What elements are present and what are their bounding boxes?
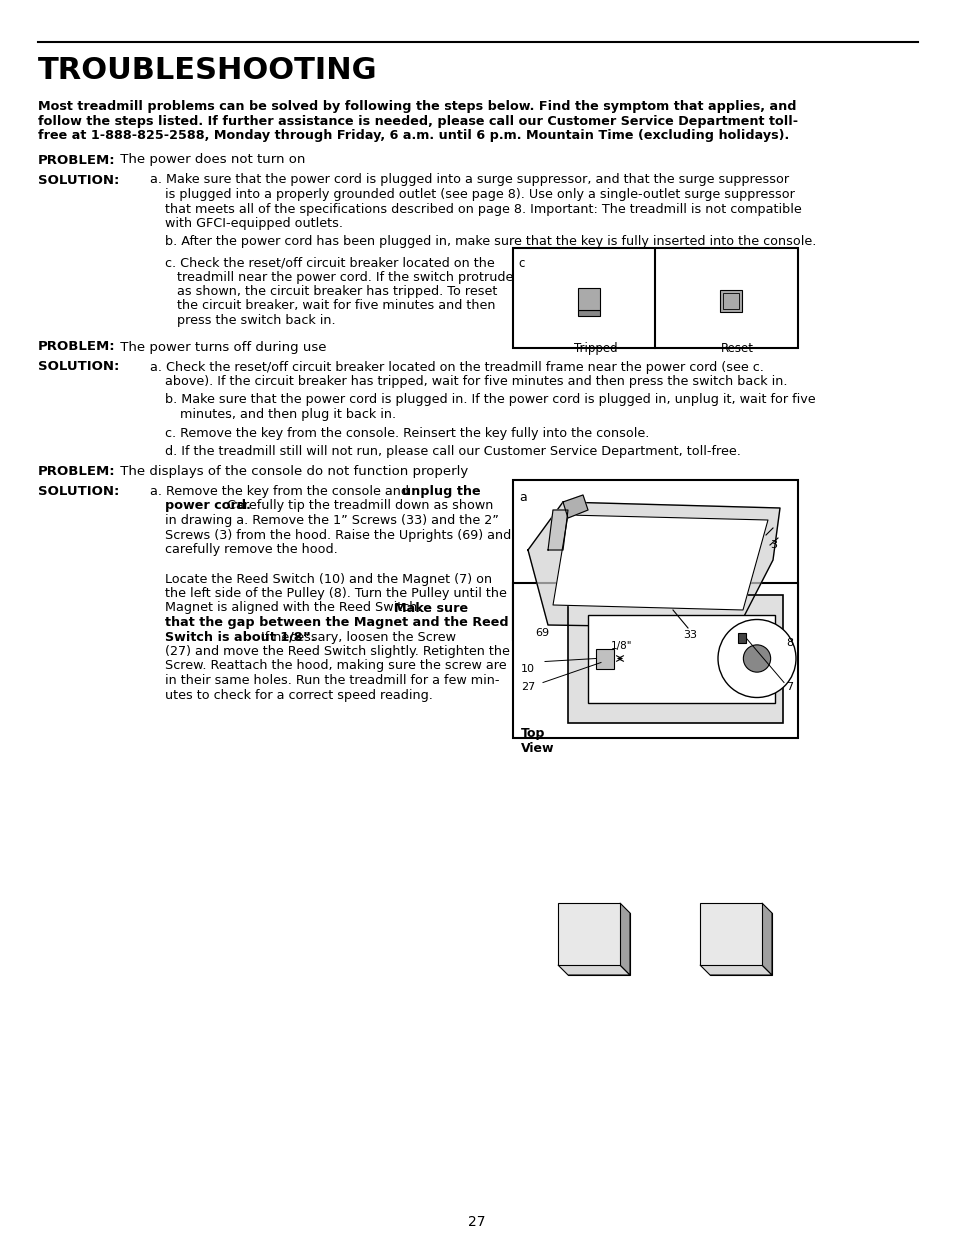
Text: 3: 3 [769, 540, 776, 550]
Text: Screws (3) from the hood. Raise the Uprights (69) and: Screws (3) from the hood. Raise the Upri… [165, 529, 511, 541]
Text: treadmill near the power cord. If the switch protrudes: treadmill near the power cord. If the sw… [165, 270, 519, 284]
Text: the left side of the Pulley (8). Turn the Pulley until the: the left side of the Pulley (8). Turn th… [165, 587, 506, 600]
Text: Reset: Reset [720, 342, 753, 354]
Text: b. After the power cord has been plugged in, make sure that the key is fully ins: b. After the power cord has been plugged… [165, 236, 816, 248]
Polygon shape [709, 913, 771, 974]
Text: PROBLEM:: PROBLEM: [38, 341, 115, 353]
Text: Locate the Reed Switch (10) and the Magnet (7) on: Locate the Reed Switch (10) and the Magn… [165, 573, 492, 585]
Text: Make sure: Make sure [394, 601, 468, 615]
Text: TROUBLESHOOTING: TROUBLESHOOTING [38, 56, 377, 85]
Bar [578, 310, 599, 316]
Bar [596, 648, 614, 668]
Text: If necessary, loosen the Screw: If necessary, loosen the Screw [256, 631, 456, 643]
Text: utes to check for a correct speed reading.: utes to check for a correct speed readin… [165, 688, 433, 701]
Bar [722, 293, 739, 309]
Text: SOLUTION:: SOLUTION: [38, 485, 119, 498]
Text: Tripped: Tripped [574, 342, 617, 354]
Text: that meets all of the specifications described on page 8. Important: The treadmi: that meets all of the specifications des… [165, 203, 801, 215]
Bar [567, 594, 782, 722]
Circle shape [742, 645, 770, 672]
Text: Carefully tip the treadmill down as shown: Carefully tip the treadmill down as show… [223, 499, 493, 513]
Polygon shape [562, 495, 587, 517]
Text: Switch is about 1/8”.: Switch is about 1/8”. [165, 631, 315, 643]
Text: as shown, the circuit breaker has tripped. To reset: as shown, the circuit breaker has trippe… [165, 285, 497, 298]
Text: a. Remove the key from the console and: a. Remove the key from the console and [150, 485, 413, 498]
Text: above). If the circuit breaker has tripped, wait for five minutes and then press: above). If the circuit breaker has tripp… [165, 375, 786, 388]
Text: The displays of the console do not function properly: The displays of the console do not funct… [116, 466, 468, 478]
Bar [720, 290, 741, 312]
Text: Top: Top [520, 727, 545, 741]
Polygon shape [553, 515, 767, 610]
Text: SOLUTION:: SOLUTION: [38, 173, 119, 186]
Text: 1/8": 1/8" [610, 641, 632, 651]
Text: 10: 10 [520, 664, 535, 674]
Text: is plugged into a properly grounded outlet (see page 8). Use only a single-outle: is plugged into a properly grounded outl… [165, 188, 794, 201]
Text: free at 1-888-825-2588, Monday through Friday, 6 a.m. until 6 p.m. Mountain Time: free at 1-888-825-2588, Monday through F… [38, 128, 788, 142]
Text: c. Remove the key from the console. Reinsert the key fully into the console.: c. Remove the key from the console. Rein… [165, 426, 649, 440]
Polygon shape [761, 903, 771, 974]
Text: SOLUTION:: SOLUTION: [38, 361, 119, 373]
Text: The power turns off during use: The power turns off during use [116, 341, 326, 353]
Polygon shape [567, 913, 629, 974]
Polygon shape [558, 903, 619, 965]
Polygon shape [527, 501, 780, 629]
Bar [513, 583, 797, 737]
Bar [513, 248, 797, 348]
Text: a. Check the reset/off circuit breaker located on the treadmill frame near the p: a. Check the reset/off circuit breaker l… [150, 361, 763, 373]
Text: 27: 27 [468, 1215, 485, 1229]
Bar [513, 480, 797, 640]
Text: 27: 27 [520, 683, 535, 693]
Text: View: View [520, 742, 554, 756]
Text: 33: 33 [682, 630, 697, 640]
Bar [578, 288, 599, 310]
Text: in drawing a. Remove the 1” Screws (33) and the 2”: in drawing a. Remove the 1” Screws (33) … [165, 514, 498, 527]
Text: Most treadmill problems can be solved by following the steps below. Find the sym: Most treadmill problems can be solved by… [38, 100, 796, 112]
Text: with GFCI-equipped outlets.: with GFCI-equipped outlets. [165, 217, 343, 230]
Circle shape [718, 620, 795, 698]
Text: carefully remove the hood.: carefully remove the hood. [165, 543, 337, 556]
Text: a: a [518, 492, 526, 504]
Text: unplug the: unplug the [401, 485, 480, 498]
Text: minutes, and then plug it back in.: minutes, and then plug it back in. [180, 408, 395, 421]
Bar [738, 634, 745, 643]
Polygon shape [700, 965, 771, 974]
Bar [587, 615, 774, 703]
Text: that the gap between the Magnet and the Reed: that the gap between the Magnet and the … [165, 616, 508, 629]
Text: c. Check the reset/off circuit breaker located on the: c. Check the reset/off circuit breaker l… [165, 256, 495, 269]
Text: The power does not turn on: The power does not turn on [116, 153, 305, 167]
Text: in their same holes. Run the treadmill for a few min-: in their same holes. Run the treadmill f… [165, 674, 499, 687]
Text: PROBLEM:: PROBLEM: [38, 153, 115, 167]
Text: PROBLEM:: PROBLEM: [38, 466, 115, 478]
Polygon shape [700, 903, 761, 965]
Text: a. Make sure that the power cord is plugged into a surge suppressor, and that th: a. Make sure that the power cord is plug… [150, 173, 788, 186]
Text: power cord.: power cord. [165, 499, 251, 513]
Text: c: c [517, 257, 524, 270]
Text: the circuit breaker, wait for five minutes and then: the circuit breaker, wait for five minut… [165, 300, 495, 312]
Text: (27) and move the Reed Switch slightly. Retighten the: (27) and move the Reed Switch slightly. … [165, 645, 509, 658]
Text: press the switch back in.: press the switch back in. [165, 314, 335, 327]
Polygon shape [547, 510, 567, 550]
Text: d. If the treadmill still will not run, please call our Customer Service Departm: d. If the treadmill still will not run, … [165, 445, 740, 458]
Polygon shape [558, 965, 629, 974]
Text: b. Make sure that the power cord is plugged in. If the power cord is plugged in,: b. Make sure that the power cord is plug… [165, 394, 815, 406]
Text: follow the steps listed. If further assistance is needed, please call our Custom: follow the steps listed. If further assi… [38, 115, 798, 127]
Text: 8: 8 [785, 637, 792, 647]
Text: 7: 7 [785, 683, 792, 693]
Polygon shape [619, 903, 629, 974]
Text: 69: 69 [535, 629, 549, 638]
Text: Screw. Reattach the hood, making sure the screw are: Screw. Reattach the hood, making sure th… [165, 659, 506, 673]
Text: Magnet is aligned with the Reed Switch.: Magnet is aligned with the Reed Switch. [165, 601, 425, 615]
